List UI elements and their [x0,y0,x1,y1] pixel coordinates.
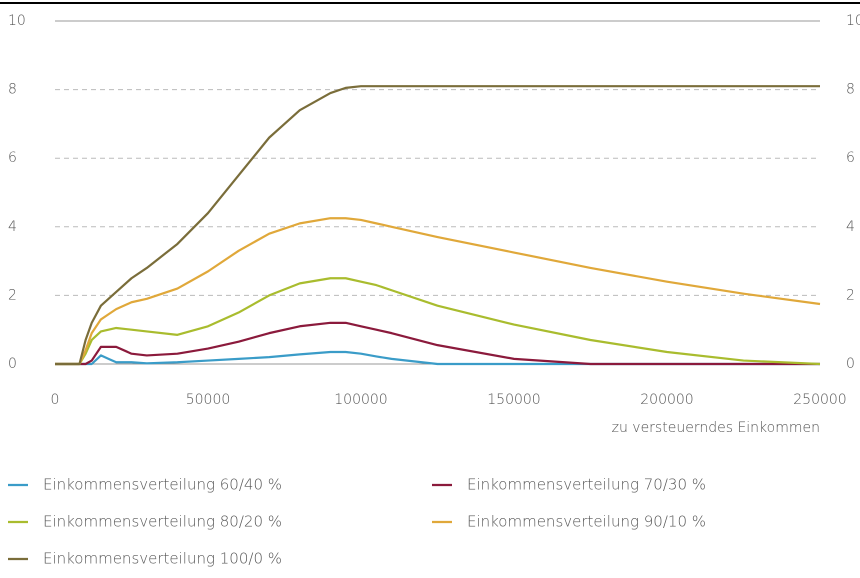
y2-tick-label: 6 [846,150,855,166]
legend-label: Einkommensverteilung 60/40 % [43,476,282,494]
x-axis-label: zu versteuerndes Einkommen [612,420,820,436]
y2-tick-label: 10 [846,13,860,29]
legend-label: Einkommensverteilung 70/30 % [467,476,706,494]
series-line [55,350,820,366]
y2-tick-label: 0 [846,356,855,372]
series-line [55,217,821,366]
legend-label: Einkommensverteilung 100/0 % [43,550,282,568]
y-tick-label: 8 [8,82,17,98]
x-tick-label: 250000 [793,392,846,408]
y-tick-label: 2 [8,287,17,303]
y-tick-label: 0 [8,356,17,372]
legend-label: Einkommensverteilung 90/10 % [467,513,706,531]
series-line [55,321,820,366]
y2-tick-label: 2 [846,287,855,303]
y2-tick-label: 8 [846,82,855,98]
series-line [55,85,820,366]
series-line [55,277,821,366]
y-tick-label: 6 [8,150,17,166]
legend-label: Einkommensverteilung 80/20 % [43,513,282,531]
y-tick-label: 10 [8,13,26,29]
x-tick-label: 200000 [640,392,693,408]
y-tick-label: 4 [8,219,17,235]
x-tick-label: 0 [51,392,60,408]
x-tick-label: 100000 [334,392,387,408]
x-tick-label: 150000 [487,392,540,408]
y2-tick-label: 4 [846,219,855,235]
x-tick-label: 50000 [186,392,231,408]
